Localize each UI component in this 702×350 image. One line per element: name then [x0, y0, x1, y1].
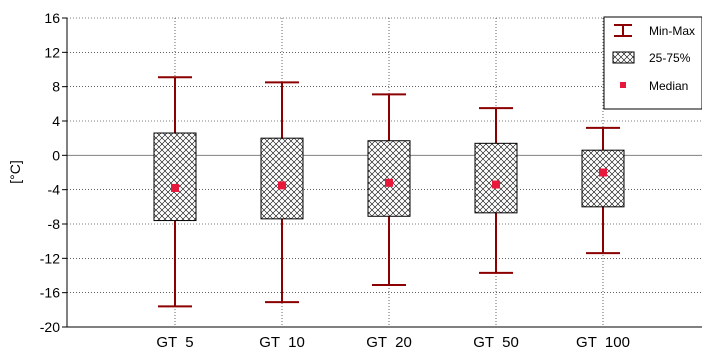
box-group — [153, 76, 197, 308]
x-category-label: GT 5 — [156, 334, 193, 350]
y-axis-title: [°C] — [7, 160, 23, 184]
legend-median-label: Median — [649, 79, 688, 93]
y-tick-label: 0 — [52, 147, 60, 163]
y-tick-label: 12 — [44, 44, 60, 60]
y-tick-label: 8 — [52, 79, 60, 95]
y-tick-label: -20 — [40, 319, 60, 335]
box-group — [367, 93, 411, 286]
median-marker — [385, 178, 393, 187]
axes — [66, 18, 702, 328]
legend-iqr-label: 25-75% — [649, 51, 691, 65]
x-category-label: GT 20 — [366, 334, 412, 350]
y-tick-label: -8 — [48, 216, 61, 232]
legend-minmax-label: Min-Max — [649, 24, 695, 38]
legend-median-marker — [620, 82, 626, 88]
y-tick-label: -12 — [40, 250, 60, 266]
grid-lines — [67, 17, 702, 328]
iqr-box — [260, 137, 304, 220]
median-marker — [492, 180, 500, 189]
median-marker — [599, 168, 607, 177]
box-group — [260, 81, 304, 304]
box-group — [474, 107, 518, 274]
y-tick-label: 4 — [52, 113, 60, 129]
median-marker — [171, 183, 179, 192]
median-marker — [278, 181, 286, 190]
legend-minmax-icon — [614, 24, 632, 37]
iqr-box — [153, 132, 197, 222]
x-category-label: GT 10 — [259, 334, 305, 350]
box-group — [581, 126, 625, 255]
legend: Min-Max 25-75% Median — [603, 16, 702, 110]
x-category-labels: GT 5 GT 10 GT 20 GT 50 GT 100 — [156, 334, 630, 350]
x-category-label: GT 100 — [576, 334, 630, 350]
iqr-box — [581, 149, 625, 208]
y-tick-label: 16 — [44, 10, 60, 26]
iqr-box — [367, 140, 411, 217]
y-tick-label: -16 — [40, 285, 60, 301]
y-tick-label: -4 — [48, 182, 61, 198]
iqr-box — [474, 142, 518, 214]
legend-iqr-swatch — [612, 51, 635, 64]
box-series — [153, 76, 625, 308]
x-category-label: GT 50 — [473, 334, 519, 350]
y-tick-labels: 16 12 8 4 0 -4 -8 -12 -16 -20 — [40, 10, 67, 335]
